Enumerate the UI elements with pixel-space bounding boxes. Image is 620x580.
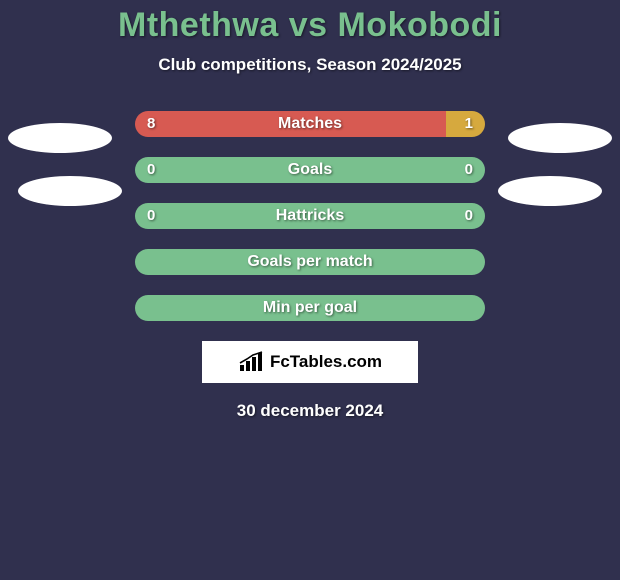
stat-label: Hattricks xyxy=(135,203,485,229)
stat-value-right: 0 xyxy=(465,203,473,229)
logo: FcTables.com xyxy=(202,341,418,383)
stat-row-goals-per-match: Goals per match xyxy=(135,249,485,275)
stat-row-goals: 0 Goals 0 xyxy=(135,157,485,183)
stat-row-hattricks: 0 Hattricks 0 xyxy=(135,203,485,229)
stat-row-matches: 8 Matches 1 xyxy=(135,111,485,137)
stat-value-right: 0 xyxy=(465,157,473,183)
stat-label: Matches xyxy=(135,111,485,137)
page-subtitle: Club competitions, Season 2024/2025 xyxy=(0,55,620,75)
stat-value-right: 1 xyxy=(465,111,473,137)
date-text: 30 december 2024 xyxy=(0,401,620,421)
bar-chart-icon xyxy=(238,351,264,373)
page-title: Mthethwa vs Mokobodi xyxy=(0,0,620,45)
logo-text: FcTables.com xyxy=(270,352,382,372)
stat-label: Goals per match xyxy=(135,249,485,275)
page-root: Mthethwa vs Mokobodi Club competitions, … xyxy=(0,0,620,580)
stat-label: Goals xyxy=(135,157,485,183)
stat-row-min-per-goal: Min per goal xyxy=(135,295,485,321)
stats-list: 8 Matches 1 0 Goals 0 0 Hattricks 0 Goal… xyxy=(0,111,620,321)
stat-label: Min per goal xyxy=(135,295,485,321)
